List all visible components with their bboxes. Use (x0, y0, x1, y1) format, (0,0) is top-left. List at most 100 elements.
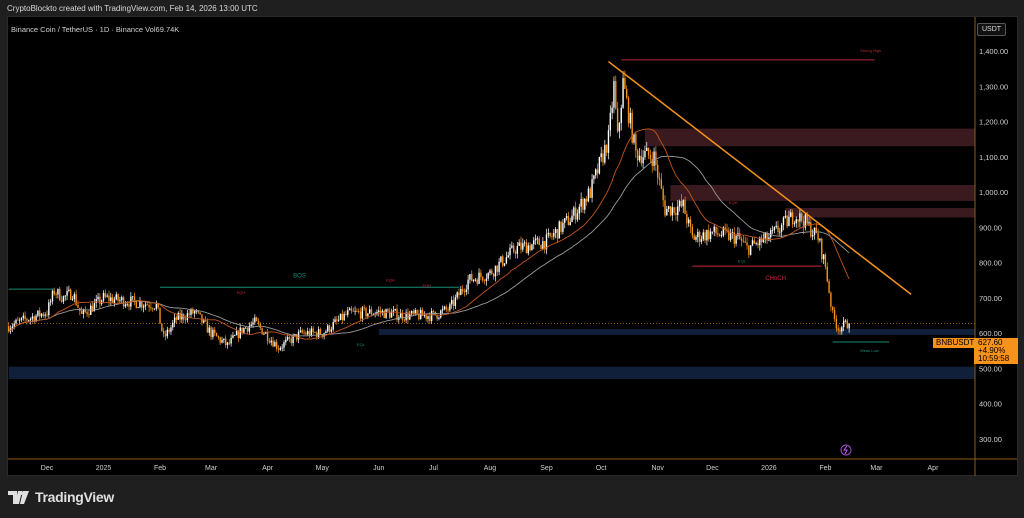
candle-body (760, 237, 763, 243)
last-price-symbol: BNBUSDT (933, 338, 978, 348)
candle-body (294, 334, 296, 336)
candle-body (797, 219, 799, 222)
candle-body (336, 319, 338, 321)
candle-body (359, 311, 362, 319)
candle-body (496, 265, 498, 272)
candle-body (642, 157, 644, 164)
candle-body (368, 309, 371, 314)
candle-body (604, 144, 606, 163)
candle-body (261, 327, 263, 335)
candle-body (489, 270, 491, 273)
candle-body (248, 325, 251, 332)
time-tick-label: Dec (706, 465, 719, 472)
candle-body (695, 237, 697, 240)
candle-body (37, 310, 39, 316)
candle-body (481, 276, 484, 281)
candle-body (640, 155, 642, 164)
time-tick-label: Feb (819, 465, 831, 472)
candle-body (491, 270, 493, 275)
candle-body (356, 310, 358, 312)
candle-body (219, 337, 221, 343)
candle-body (150, 307, 152, 309)
candle-body (57, 288, 59, 295)
candle-body (370, 309, 373, 315)
candle-body (813, 227, 816, 236)
candle-body (560, 221, 562, 232)
price-tick-label: 1,000.00 (979, 188, 1008, 197)
candle-body (474, 279, 477, 281)
candle-body (73, 294, 76, 299)
candle-body (237, 330, 240, 339)
candle-body (28, 320, 30, 322)
candle-body (682, 200, 684, 207)
candle-body (131, 296, 134, 298)
candle-body (232, 335, 234, 338)
candle-body (476, 279, 478, 284)
candle-body (403, 319, 406, 321)
candle-body (718, 234, 721, 236)
moving-average-slow (8, 155, 850, 337)
candle-body (49, 301, 52, 303)
candle-body (305, 332, 307, 335)
candle-body (108, 295, 110, 301)
eqh-label: EQH (386, 278, 395, 283)
candle-body (547, 232, 550, 235)
candle-body (277, 348, 280, 350)
candle-body (565, 216, 568, 219)
candle-body (51, 290, 54, 302)
candle-body (33, 316, 35, 322)
candle-body (649, 155, 652, 159)
candle-body (458, 292, 460, 296)
candle-body (257, 321, 260, 324)
eql-label: EQL (357, 342, 366, 347)
candle-body (822, 254, 825, 260)
candle-body (42, 313, 45, 316)
candle-body (348, 308, 351, 311)
candle-body (593, 175, 595, 180)
candle-body (633, 134, 635, 143)
candle-body (39, 310, 41, 317)
candle-body (726, 229, 728, 231)
candle-body (669, 206, 672, 216)
candle-body (644, 150, 646, 158)
candle-body (739, 233, 741, 239)
candle-body (451, 299, 453, 305)
candle-body (363, 307, 365, 309)
candle-body (396, 309, 398, 320)
candle-body (844, 320, 847, 322)
candle-body (742, 240, 745, 242)
candle-body (133, 296, 136, 301)
candle-body (113, 299, 116, 303)
candle-body (224, 338, 227, 346)
candle-body (465, 289, 467, 292)
candle-body (551, 236, 553, 237)
candle-body (383, 310, 385, 318)
candle-body (263, 333, 265, 335)
eqh-label: EQH (237, 290, 246, 295)
candle-body (516, 245, 519, 254)
price-tick-label: 400.00 (979, 400, 1002, 409)
candle-body (660, 179, 663, 189)
candle-body (658, 177, 661, 180)
candle-body (536, 238, 539, 240)
candle-body (629, 112, 632, 124)
candle-body (620, 107, 622, 124)
candle-body (653, 151, 655, 166)
candle-body (842, 320, 845, 328)
candle-body (110, 297, 112, 301)
candle-body (104, 293, 107, 297)
candle-body (115, 294, 117, 300)
currency-button[interactable]: USDT (977, 23, 1007, 36)
candle-body (119, 299, 121, 301)
candle-body (228, 342, 230, 344)
candle-body (166, 329, 169, 337)
candle-body (40, 313, 43, 317)
candle-body (137, 307, 139, 309)
time-tick-label: May (316, 465, 330, 472)
candle-body (214, 329, 216, 334)
candle-body (833, 310, 836, 319)
candle-body (675, 212, 677, 216)
candle-body (254, 317, 256, 323)
candle-body (545, 234, 548, 250)
